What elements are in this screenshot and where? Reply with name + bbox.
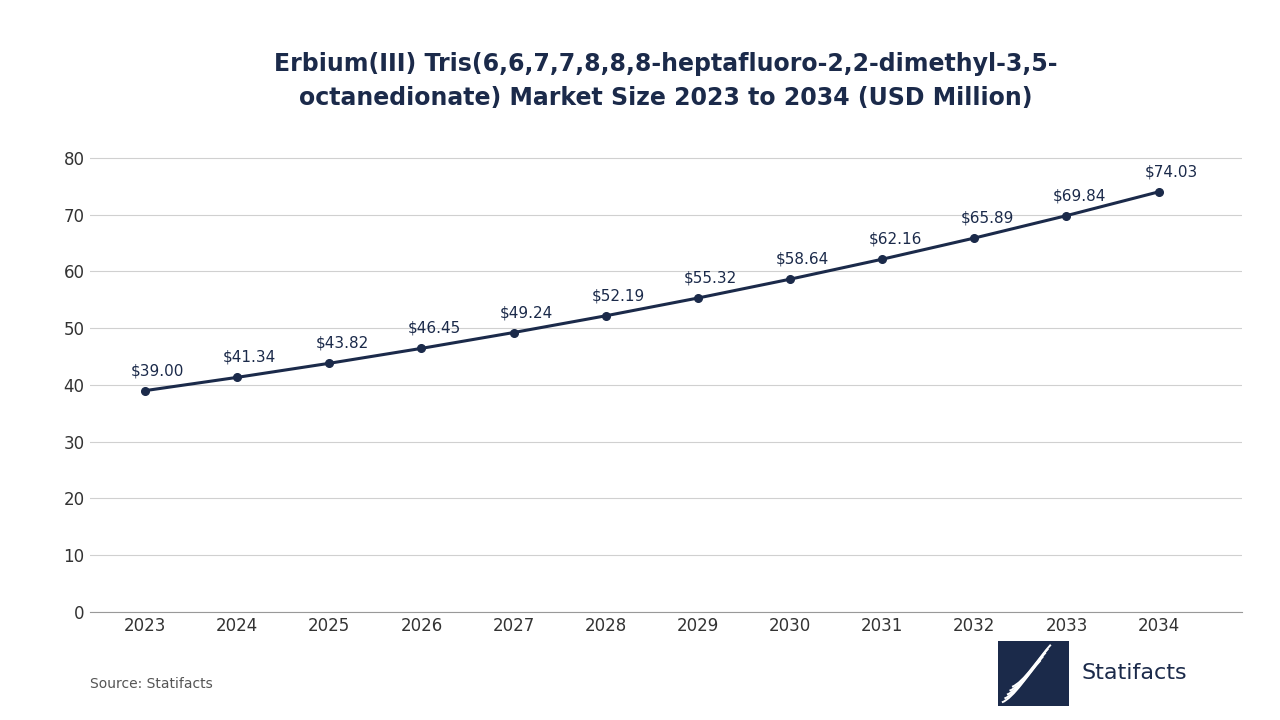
Text: $39.00: $39.00 xyxy=(131,363,184,378)
Text: $58.64: $58.64 xyxy=(776,252,829,266)
Text: Statifacts: Statifacts xyxy=(1082,663,1188,683)
Text: Source: Statifacts: Source: Statifacts xyxy=(90,678,212,691)
Text: $49.24: $49.24 xyxy=(499,305,553,320)
Text: $74.03: $74.03 xyxy=(1144,164,1198,179)
Text: $41.34: $41.34 xyxy=(223,350,276,365)
Text: $46.45: $46.45 xyxy=(407,321,461,336)
Text: $52.19: $52.19 xyxy=(591,288,645,303)
Text: $43.82: $43.82 xyxy=(315,336,369,351)
Text: $55.32: $55.32 xyxy=(684,271,737,286)
Text: $69.84: $69.84 xyxy=(1052,188,1106,203)
Text: $65.89: $65.89 xyxy=(960,210,1014,225)
Title: Erbium(III) Tris(6,6,7,7,8,8,8-heptafluoro-2,2-dimethyl-3,5-
octanedionate) Mark: Erbium(III) Tris(6,6,7,7,8,8,8-heptafluo… xyxy=(274,52,1057,109)
Text: $62.16: $62.16 xyxy=(868,232,922,247)
